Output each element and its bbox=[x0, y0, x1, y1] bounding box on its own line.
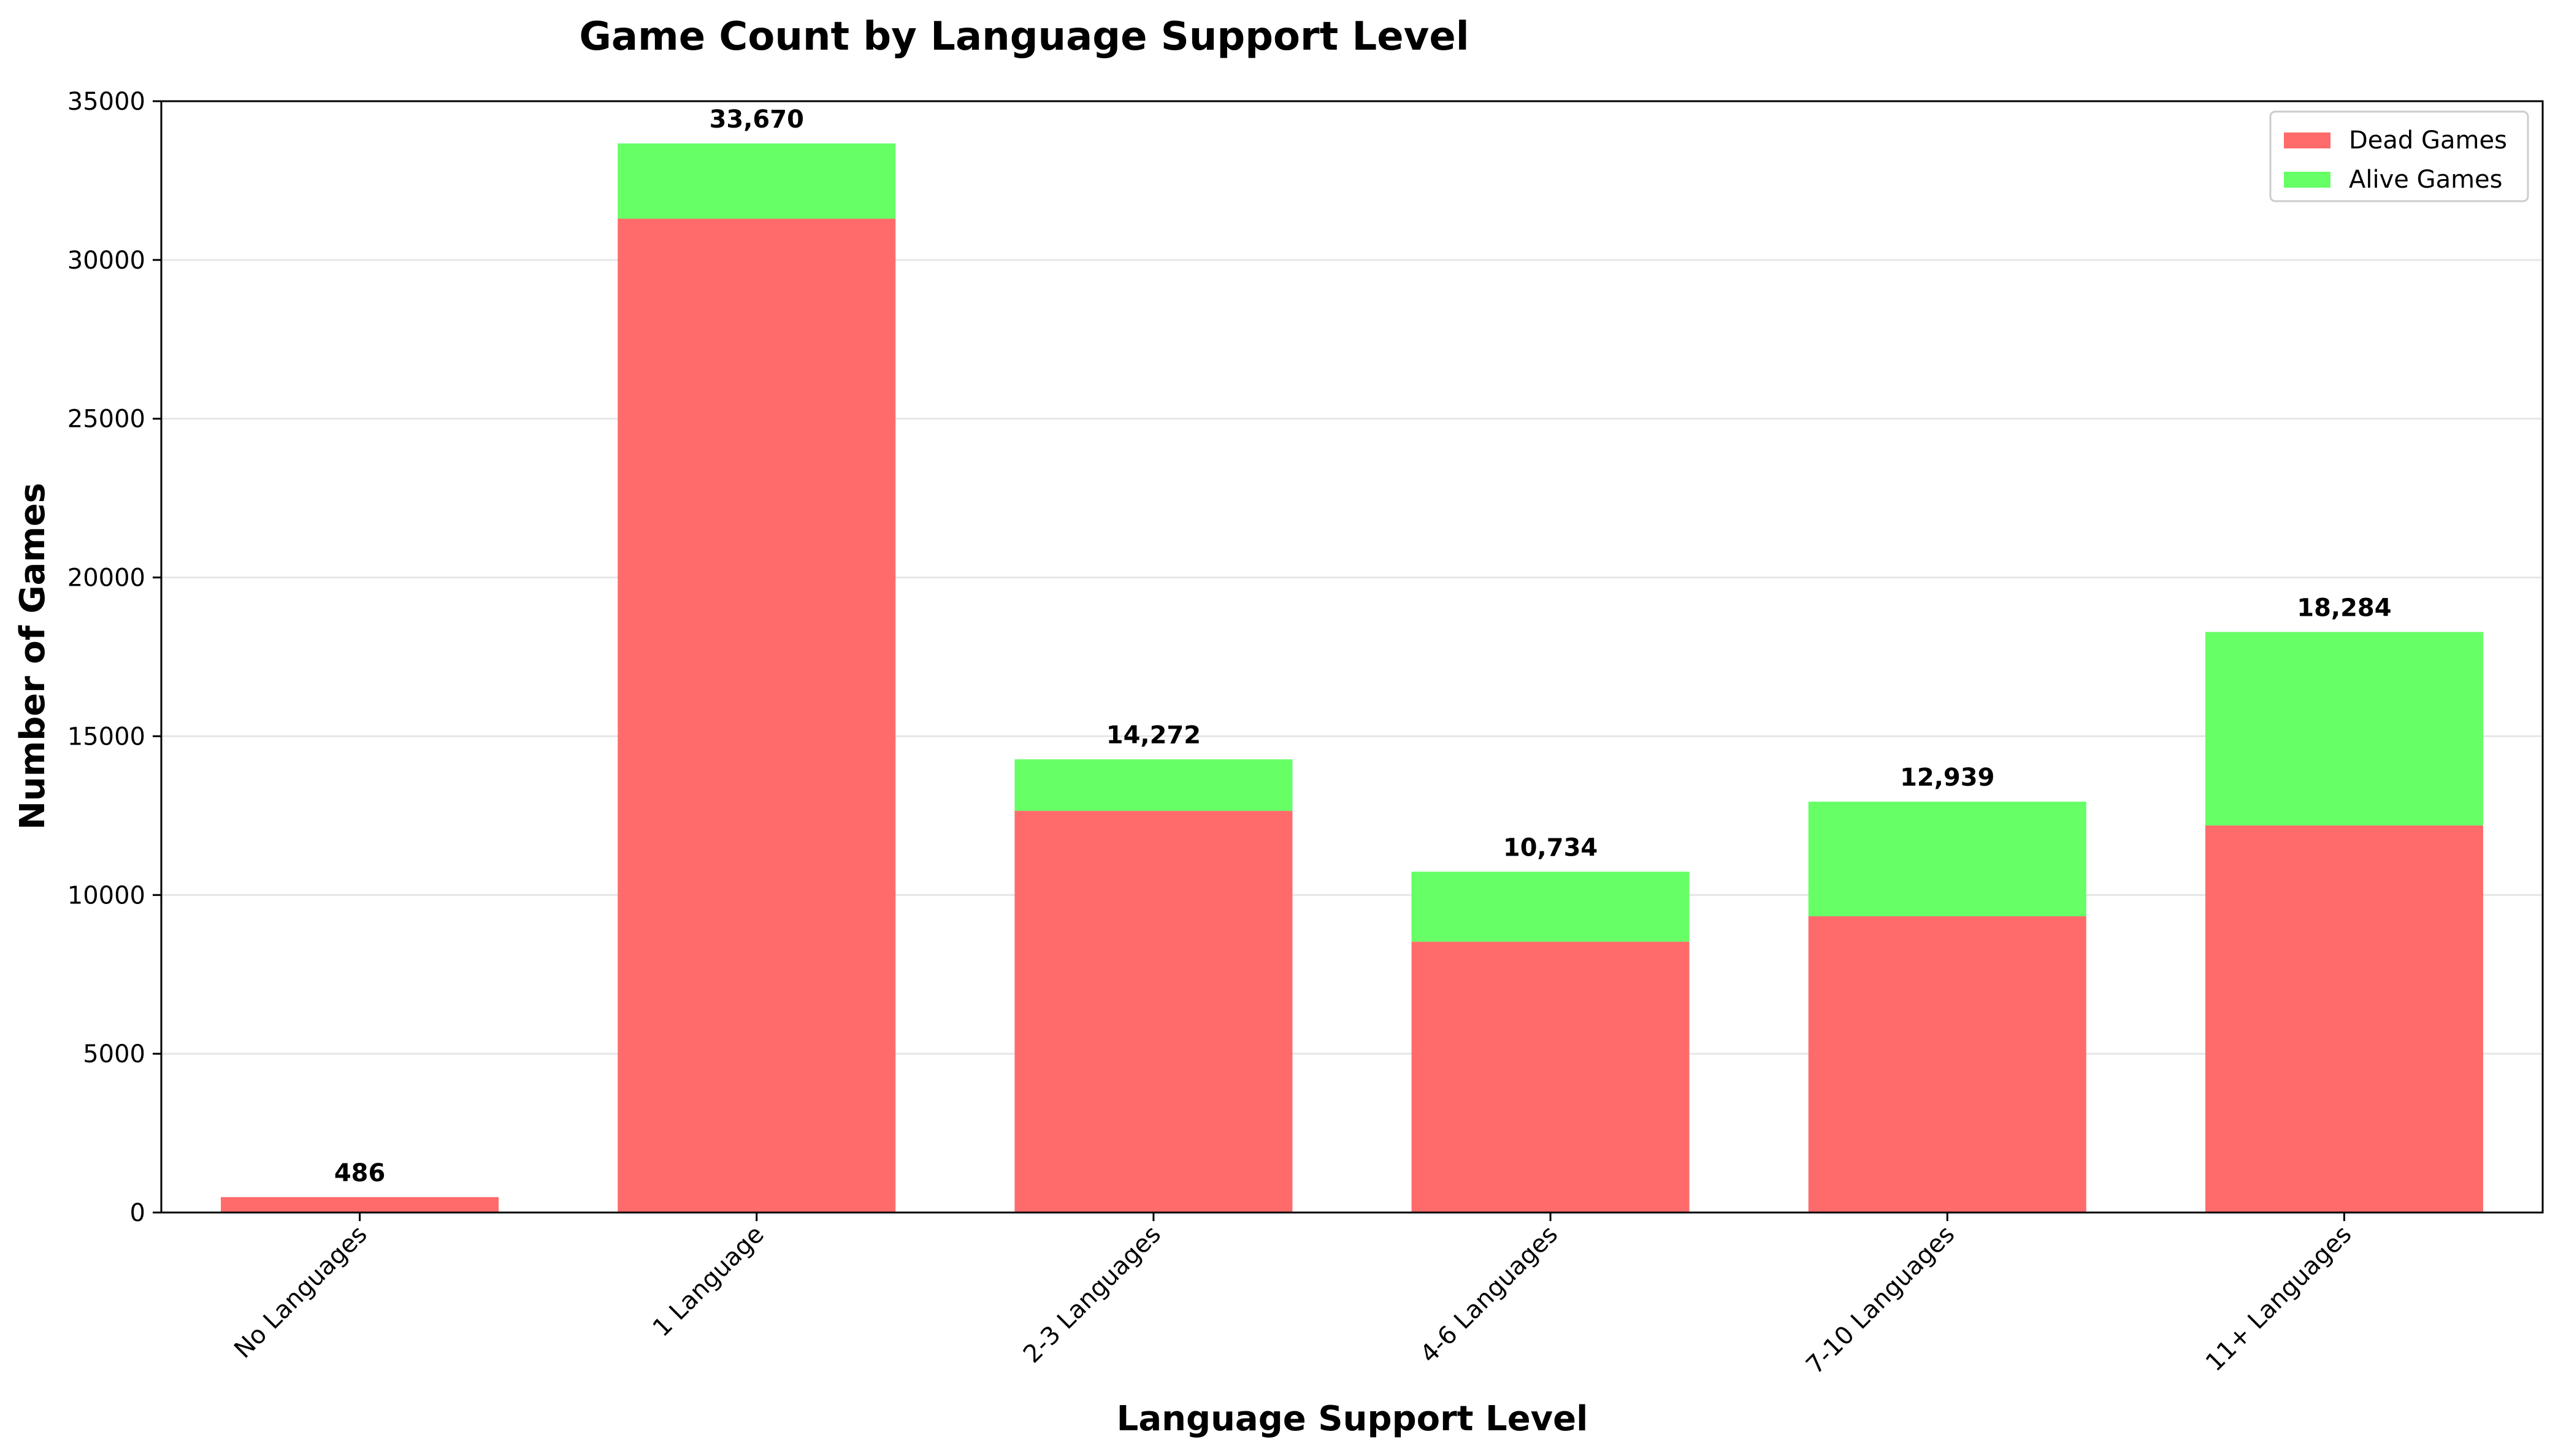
y-tick-label: 5000 bbox=[83, 1040, 145, 1068]
bar-alive-games bbox=[1808, 802, 2086, 916]
grid-lines bbox=[161, 259, 2543, 1055]
bar-dead-games bbox=[1808, 916, 2086, 1213]
y-tick-label: 0 bbox=[130, 1199, 145, 1227]
bar-alive-games bbox=[1411, 872, 1690, 942]
total-label: 12,939 bbox=[1900, 764, 1994, 792]
total-label: 33,670 bbox=[710, 105, 804, 134]
legend-label: Alive Games bbox=[2349, 166, 2503, 194]
x-axis-label: Language Support Level bbox=[1117, 1399, 1588, 1439]
y-tick-label: 15000 bbox=[67, 722, 145, 751]
bar-dead-games bbox=[618, 218, 896, 1213]
legend: Dead Games Alive Games bbox=[2269, 110, 2529, 202]
bar-dead-games bbox=[1411, 941, 1690, 1213]
y-tick-label: 20000 bbox=[67, 564, 145, 592]
y-ticks: 0 5000 10000 15000 20000 25000 30000 35000 bbox=[67, 88, 161, 1227]
bar-dead-games bbox=[1014, 811, 1293, 1213]
plot-frame bbox=[160, 100, 2544, 1214]
bar-dead-games bbox=[221, 1197, 499, 1213]
legend-swatch bbox=[2284, 132, 2330, 148]
data-labels: 486 33,670 14,272 10,734 12,939 18,284 bbox=[334, 105, 2392, 1187]
total-label: 486 bbox=[334, 1159, 386, 1187]
y-tick-label: 10000 bbox=[67, 881, 145, 910]
y-tick-label: 30000 bbox=[67, 247, 145, 275]
chart-title: Game Count by Language Support Level bbox=[579, 14, 1469, 59]
bar-alive-games bbox=[618, 143, 896, 219]
bar-dead-games bbox=[2205, 825, 2483, 1213]
legend-swatch bbox=[2284, 172, 2330, 188]
total-label: 10,734 bbox=[1503, 833, 1598, 862]
y-tick-label: 35000 bbox=[67, 88, 145, 116]
bar-alive-games bbox=[2205, 632, 2483, 826]
axes bbox=[160, 100, 2544, 1214]
total-label: 14,272 bbox=[1106, 721, 1201, 749]
legend-box bbox=[2269, 110, 2529, 202]
bar-alive-games bbox=[1014, 759, 1293, 811]
legend-label: Dead Games bbox=[2349, 126, 2507, 155]
y-tick-label: 25000 bbox=[67, 405, 145, 434]
bars bbox=[221, 143, 2483, 1213]
total-label: 18,284 bbox=[2297, 594, 2391, 622]
y-axis-label: Number of Games bbox=[13, 483, 53, 830]
